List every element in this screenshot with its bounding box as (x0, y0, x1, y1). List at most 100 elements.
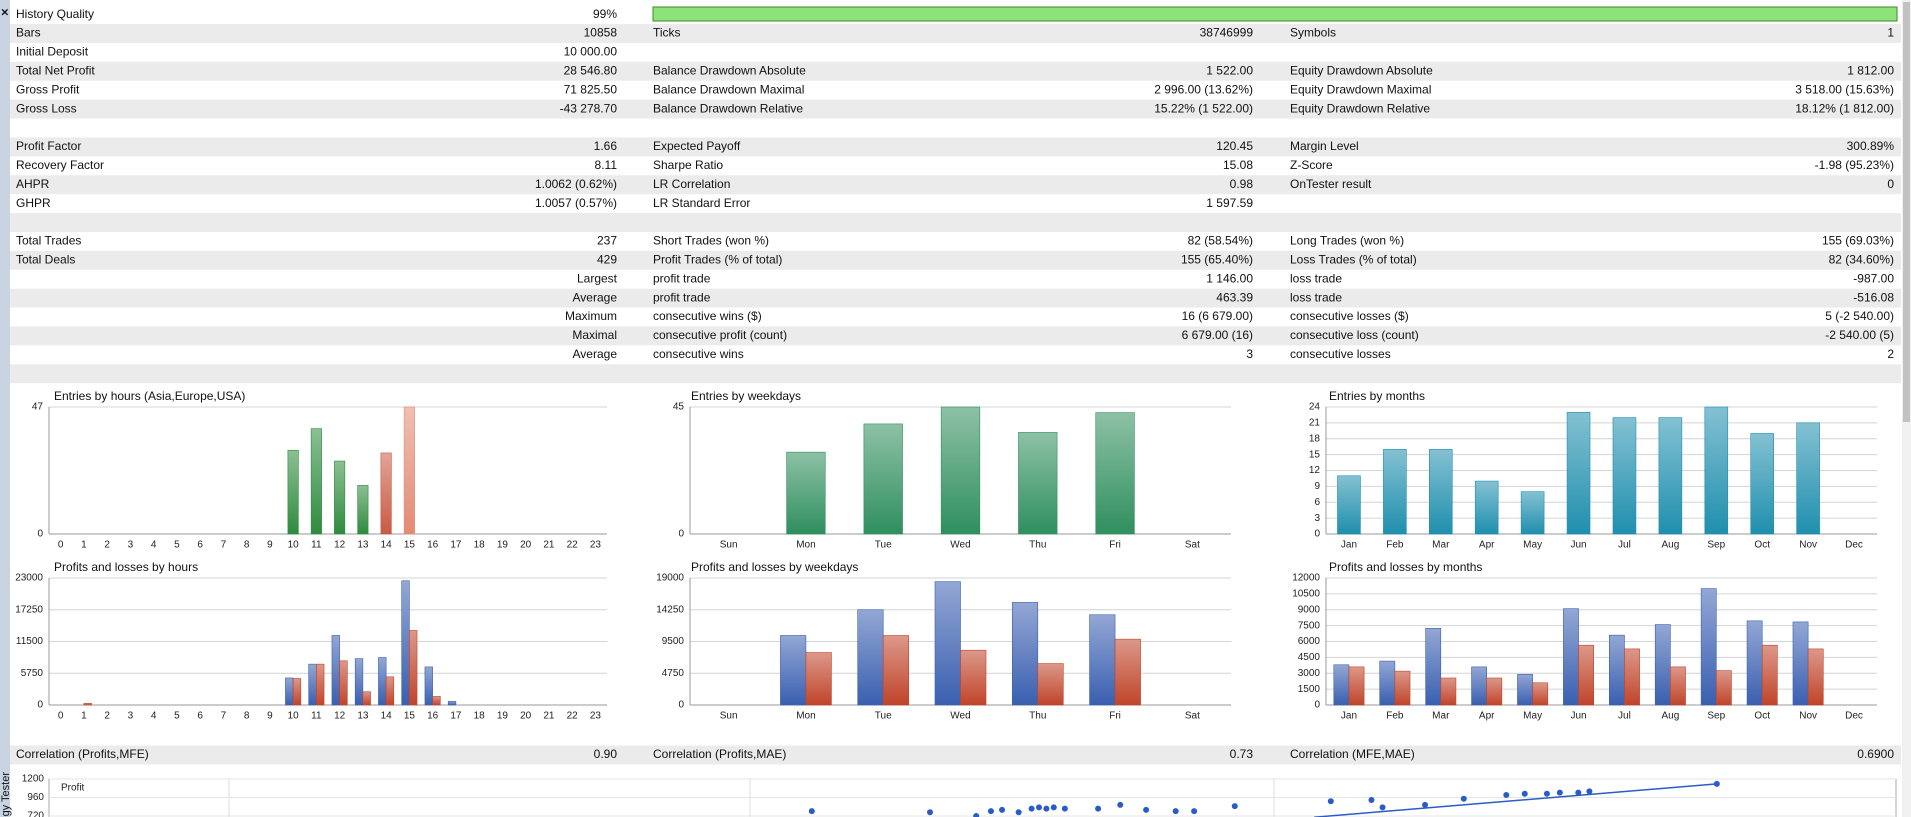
bar (339, 660, 348, 706)
side-panel-title: Strategy Tester (0, 772, 12, 817)
bar (357, 485, 369, 535)
stat-value: 3 (1246, 347, 1253, 361)
bar (857, 609, 884, 706)
scatter-point (1543, 790, 1550, 797)
y-axis-label: Profit (61, 783, 85, 794)
x-tick-label: Wed (950, 540, 970, 551)
stat-value: Largest (577, 271, 618, 285)
x-tick-label: 15 (404, 711, 416, 722)
x-tick-label: 0 (58, 540, 64, 551)
stat-value: 1 146.00 (1206, 271, 1253, 285)
x-tick-label: Dec (1845, 540, 1863, 551)
y-tick-label: 960 (27, 792, 44, 803)
scatter-point (1231, 803, 1238, 810)
x-tick-label: 19 (497, 711, 509, 722)
bar (960, 649, 987, 706)
x-tick-label: Wed (950, 711, 970, 722)
x-tick-label: Mar (1432, 711, 1450, 722)
x-tick-label: Jun (1570, 711, 1586, 722)
chart-title: Entries by hours (Asia,Europe,USA) (54, 389, 245, 403)
y-tick-label: 15 (1309, 449, 1321, 460)
stat-label: consecutive losses ($) (1290, 309, 1409, 323)
stat-label: Long Trades (won %) (1290, 234, 1404, 248)
stat-value: 18.12% (1 812.00) (1795, 101, 1894, 115)
stat-label: Equity Drawdown Maximal (1290, 82, 1431, 96)
x-tick-label: 4 (151, 711, 157, 722)
x-tick-label: 9 (267, 711, 273, 722)
y-tick-label: 9000 (1298, 604, 1321, 615)
x-tick-label: 0 (58, 711, 64, 722)
y-tick-label: 0 (678, 529, 684, 540)
bar (1018, 432, 1058, 535)
row-band (10, 288, 1901, 308)
bar (1654, 624, 1671, 706)
stat-label: Equity Drawdown Relative (1290, 101, 1430, 115)
scatter-point (1575, 789, 1582, 796)
stat-value: 0.73 (1230, 747, 1254, 761)
x-tick-label: 14 (381, 711, 393, 722)
row-band (10, 250, 1901, 270)
bar (424, 666, 433, 706)
stat-label: Bars (16, 26, 41, 40)
x-tick-label: 5 (174, 540, 180, 551)
stat-label: consecutive wins ($) (653, 309, 762, 323)
y-tick-label: 6000 (1298, 636, 1321, 647)
stat-value: 2 (1887, 347, 1894, 361)
bar (1658, 417, 1683, 535)
row-band (10, 364, 1901, 384)
scatter-point (1143, 806, 1150, 813)
y-tick-label: 47 (32, 402, 44, 413)
bar (354, 658, 364, 706)
scatter-point (1117, 801, 1124, 808)
stat-value: 1 522.00 (1206, 63, 1253, 77)
stat-value: 0.98 (1230, 177, 1254, 191)
stat-value: 1.0057 (0.57%) (535, 196, 617, 210)
bar (334, 460, 346, 535)
x-tick-label: Sep (1707, 711, 1725, 722)
x-tick-label: Mon (796, 540, 815, 551)
bar (310, 428, 322, 535)
x-tick-label: 10 (288, 711, 300, 722)
y-tick-label: 11500 (16, 636, 44, 647)
scrollbar-thumb[interactable] (1903, 2, 1910, 422)
bar (1337, 475, 1361, 535)
bar (83, 703, 92, 706)
stat-label: Correlation (MFE,MAE) (1290, 747, 1415, 761)
stat-label: Loss Trades (% of total) (1290, 252, 1417, 266)
stat-label: Z-Score (1290, 158, 1333, 172)
scatter-point (1061, 805, 1068, 812)
scatter-point (1379, 804, 1386, 811)
row-band (10, 745, 1901, 765)
chart-title: Entries by weekdays (691, 389, 801, 403)
close-button[interactable]: × (1, 4, 9, 19)
scatter-point (808, 808, 815, 815)
x-tick-label: 9 (267, 540, 273, 551)
y-tick-label: 1200 (22, 774, 45, 785)
stat-value: Maximal (572, 328, 617, 342)
x-tick-label: 3 (128, 540, 134, 551)
y-tick-label: 3000 (1298, 668, 1321, 679)
scatter-point (1422, 801, 1429, 808)
scatter-point (1503, 792, 1510, 799)
x-tick-label: Oct (1754, 540, 1770, 551)
stat-label: consecutive wins (653, 347, 744, 361)
x-tick-label: 2 (104, 540, 110, 551)
scatter-point (1028, 805, 1035, 812)
x-tick-label: Jul (1618, 540, 1631, 551)
scatter-point (1172, 808, 1179, 815)
y-tick-label: 9500 (662, 636, 685, 647)
x-tick-label: Nov (1799, 711, 1817, 722)
x-tick-label: 6 (197, 711, 203, 722)
bar (863, 423, 903, 535)
x-tick-label: 1 (81, 540, 87, 551)
x-tick-label: 5 (174, 711, 180, 722)
x-tick-label: 17 (450, 711, 462, 722)
x-tick-label: 19 (497, 540, 509, 551)
bar (1807, 648, 1824, 706)
scatter-point (1015, 809, 1022, 816)
x-tick-label: Sep (1707, 540, 1725, 551)
y-tick-label: 0 (37, 700, 43, 711)
x-tick-label: Oct (1754, 711, 1770, 722)
x-tick-label: Apr (1479, 540, 1495, 551)
